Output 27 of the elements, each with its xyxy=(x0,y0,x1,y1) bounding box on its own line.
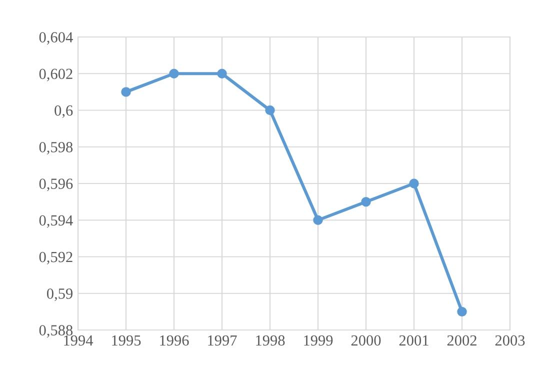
point xyxy=(409,178,419,188)
y-tick-label: 0,592 xyxy=(39,252,72,264)
y-tick-label: 0,594 xyxy=(39,215,73,228)
y-tick-label: 0,602 xyxy=(39,68,72,82)
x-tick-label: 1997 xyxy=(208,335,237,346)
y-tick-label: 0,596 xyxy=(39,178,73,192)
y-tick-label: 0,598 xyxy=(39,142,73,155)
x-tick-label: 1994 xyxy=(64,335,94,346)
x-tick-label: 2003 xyxy=(495,335,525,346)
point xyxy=(265,105,275,116)
point xyxy=(121,87,131,97)
x-tick-label: 1995 xyxy=(112,335,141,346)
x-tick-label: 2002 xyxy=(447,335,476,346)
point xyxy=(217,68,227,78)
y-tick-label: 0,59 xyxy=(46,288,73,302)
y-tick-label: 0,6 xyxy=(54,105,73,118)
x-tick-label: 2000 xyxy=(351,335,381,346)
x-tick-label: 1996 xyxy=(160,335,189,346)
point xyxy=(361,196,371,207)
point xyxy=(313,215,323,225)
x-tick-label: 1999 xyxy=(304,335,333,346)
x-tick-label: 1998 xyxy=(256,335,285,346)
y-tick-label: 0,588 xyxy=(39,325,73,338)
y-tick-label: 0,604 xyxy=(39,32,73,45)
x-tick-label: 2001 xyxy=(399,335,428,346)
point xyxy=(457,306,467,317)
point xyxy=(169,68,179,78)
